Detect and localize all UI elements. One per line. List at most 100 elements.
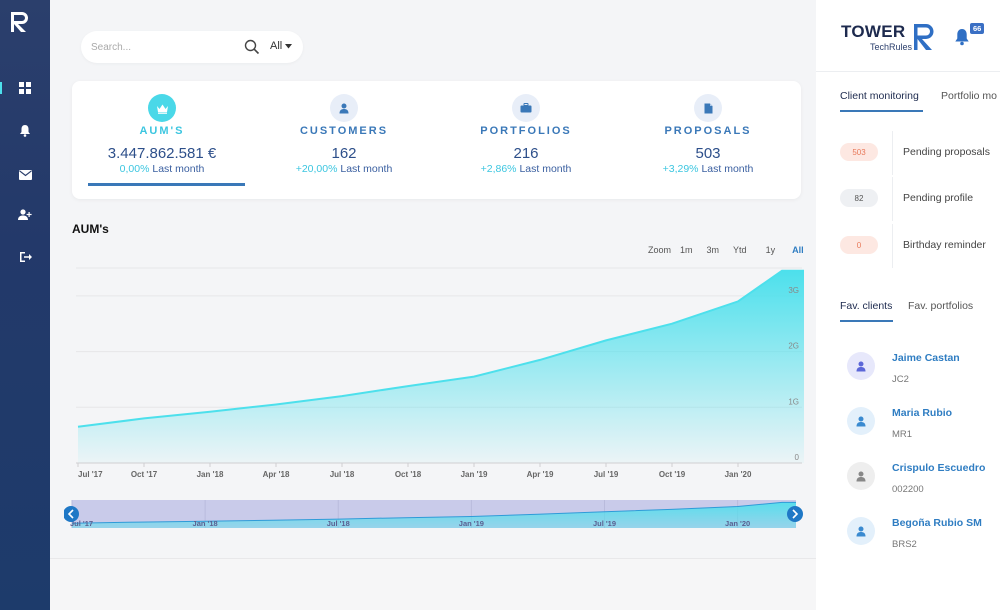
zoom-bar: Zoom 1m 3m Ytd 1y All bbox=[648, 245, 804, 255]
client-name[interactable]: Jaime Castan bbox=[892, 352, 960, 364]
search-filter-dropdown[interactable]: All bbox=[270, 40, 293, 52]
aum-area-chart: Jul '17 Oct '17 Jan '18 Apr '18 Jul '18 Oct '… bbox=[76, 267, 805, 479]
x-tick-label: Jul '17 bbox=[78, 470, 103, 479]
briefcase-icon bbox=[520, 103, 532, 113]
nav-notifications[interactable] bbox=[0, 118, 50, 142]
fav-client-item[interactable]: Maria Rubio MR1 bbox=[847, 401, 1000, 447]
nav-dashboard[interactable] bbox=[0, 76, 50, 100]
y-tick-label: 3G bbox=[788, 286, 799, 295]
x-tick-label: Jan '19 bbox=[461, 470, 488, 479]
kpi-customers-change: +20,00% Last month bbox=[254, 163, 434, 175]
kpi-proposals-value: 503 bbox=[695, 145, 721, 162]
kpi-aums-icon-wrap bbox=[148, 94, 176, 122]
tab-client-monitoring[interactable]: Client monitoring bbox=[840, 90, 919, 102]
monitor-pending-profile[interactable]: 82 Pending profile bbox=[840, 177, 1000, 221]
crown-icon bbox=[156, 104, 168, 114]
kpi-portfolios-icon-wrap bbox=[512, 94, 540, 122]
client-code: 002200 bbox=[892, 484, 924, 495]
fav-client-item[interactable]: Begoña Rubio SM BRS2 bbox=[847, 511, 1000, 557]
kpi-customers-icon-wrap bbox=[330, 94, 358, 122]
brand-sub: TechRules bbox=[870, 42, 913, 52]
pending-proposals-label: Pending proposals bbox=[903, 146, 990, 158]
brand-name: TOWER bbox=[841, 22, 906, 41]
navigator-tick-label: Jan '19 bbox=[459, 519, 484, 528]
y-tick-label: 2G bbox=[788, 342, 799, 351]
zoom-1m-button[interactable]: 1m bbox=[680, 245, 693, 255]
monitor-birthday-reminder[interactable]: 0 Birthday reminder bbox=[840, 224, 1000, 268]
chart-navigator[interactable]: Jul '17 Jan '18 Jul '18 Jan '19 Jul '19 Jan '… bbox=[64, 496, 810, 536]
x-tick-label: Jul '19 bbox=[594, 470, 619, 479]
search-input[interactable] bbox=[91, 39, 231, 55]
kpi-portfolios-change-label: Last month bbox=[519, 163, 572, 175]
kpi-aums-change: 0,00% Last month bbox=[72, 163, 252, 175]
tab-fav-portfolios[interactable]: Fav. portfolios bbox=[908, 300, 974, 312]
user-icon bbox=[339, 103, 349, 113]
caret-down-icon bbox=[285, 43, 293, 48]
document-icon bbox=[704, 103, 712, 113]
client-code: JC2 bbox=[892, 374, 909, 385]
user-plus-icon bbox=[18, 209, 32, 220]
kpi-active-underline bbox=[88, 183, 245, 186]
avatar bbox=[847, 517, 875, 545]
tab-active-underline bbox=[840, 110, 923, 112]
kpi-customers-value: 162 bbox=[331, 145, 357, 162]
search-icon[interactable] bbox=[244, 39, 260, 55]
kpi-customers-change-pct: +20,00% bbox=[295, 163, 338, 175]
separator bbox=[892, 224, 893, 268]
x-tick-label: Jan '20 bbox=[725, 470, 752, 479]
avatar bbox=[847, 352, 875, 380]
navigator-area bbox=[72, 502, 796, 528]
kpi-customers-title: CUSTOMERS bbox=[299, 125, 389, 137]
client-name[interactable]: Maria Rubio bbox=[892, 407, 953, 419]
app-logo-icon[interactable] bbox=[9, 10, 31, 34]
tab-portfolio-monitoring[interactable]: Portfolio mo bbox=[941, 90, 998, 102]
area-fill bbox=[78, 270, 804, 463]
separator bbox=[892, 131, 893, 175]
navigator-tick-label: Jul '19 bbox=[593, 519, 616, 528]
y-tick-label: 1G bbox=[788, 397, 799, 406]
chevron-left-icon bbox=[67, 509, 74, 519]
navigator-tick-label: Jan '18 bbox=[193, 519, 218, 528]
search-filter-value: All bbox=[270, 40, 283, 52]
avatar bbox=[847, 462, 875, 490]
pending-profile-label: Pending profile bbox=[903, 192, 974, 204]
kpi-portfolios[interactable]: PORTFOLIOS 216 +2,86% Last month bbox=[436, 81, 616, 199]
fav-client-item[interactable]: Crispulo Escuedro 002200 bbox=[847, 456, 1000, 502]
kpi-portfolios-change-pct: +2,86% bbox=[480, 163, 517, 175]
kpi-proposals[interactable]: PROPOSALS 503 +3,29% Last month bbox=[618, 81, 798, 199]
pending-profile-count: 82 bbox=[840, 189, 878, 207]
zoom-ytd-button[interactable]: Ytd bbox=[733, 245, 747, 255]
main-footer bbox=[50, 558, 816, 610]
mail-icon bbox=[18, 170, 32, 180]
notification-bell-icon[interactable] bbox=[954, 28, 970, 46]
x-tick-label: Apr '19 bbox=[527, 470, 554, 479]
monitor-pending-proposals[interactable]: 503 Pending proposals bbox=[840, 131, 1000, 175]
x-tick-label: Oct '19 bbox=[659, 470, 686, 479]
client-name[interactable]: Crispulo Escuedro bbox=[892, 462, 986, 474]
kpi-aums-change-pct: 0,00% bbox=[119, 163, 150, 175]
navigator-tick-label: Jan '20 bbox=[725, 519, 750, 528]
zoom-1y-button[interactable]: 1y bbox=[765, 245, 776, 255]
client-name[interactable]: Begoña Rubio SM bbox=[892, 517, 982, 529]
x-tick-label: Oct '18 bbox=[395, 470, 422, 479]
navigator-line bbox=[71, 501, 797, 524]
x-tick-label: Jan '18 bbox=[197, 470, 224, 479]
kpi-aums[interactable]: AUM'S 3.447.862.581 € 0,00% Last month bbox=[72, 81, 252, 199]
kpi-aums-title: AUM'S bbox=[139, 125, 185, 137]
fav-client-item[interactable]: Jaime Castan JC2 bbox=[847, 346, 1000, 392]
kpi-panel: AUM'S 3.447.862.581 € 0,00% Last month C… bbox=[72, 81, 801, 199]
nav-messages[interactable] bbox=[0, 163, 50, 187]
navigator-left-handle[interactable] bbox=[64, 506, 79, 522]
birthday-reminder-count: 0 bbox=[840, 236, 878, 254]
tab-fav-clients[interactable]: Fav. clients bbox=[840, 300, 893, 312]
nav-logout[interactable] bbox=[0, 245, 50, 269]
search-bar: All bbox=[81, 31, 303, 63]
brand: TOWER TechRules bbox=[841, 22, 912, 52]
zoom-all-button[interactable]: All bbox=[792, 245, 804, 255]
kpi-proposals-title: PROPOSALS bbox=[664, 125, 752, 137]
nav-add-user[interactable] bbox=[0, 203, 50, 227]
kpi-customers[interactable]: CUSTOMERS 162 +20,00% Last month bbox=[254, 81, 434, 199]
navigator-right-handle[interactable] bbox=[787, 506, 803, 522]
zoom-3m-button[interactable]: 3m bbox=[706, 245, 720, 255]
x-tick-label: Jul '18 bbox=[330, 470, 355, 479]
